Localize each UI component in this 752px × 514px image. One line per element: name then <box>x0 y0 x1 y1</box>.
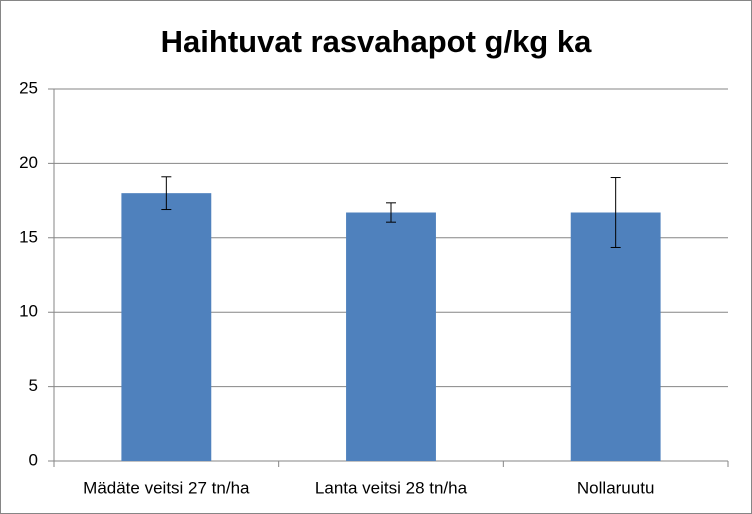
bar <box>121 193 212 461</box>
x-tick-label: Nollaruutu <box>577 478 655 497</box>
x-tick-label: Lanta veitsi 28 tn/ha <box>315 478 468 497</box>
chart-title: Haihtuvat rasvahapot g/kg ka <box>161 24 592 59</box>
error-bar <box>610 177 621 248</box>
error-bar <box>386 202 396 223</box>
error-bar <box>161 176 172 211</box>
y-tick-label: 10 <box>19 302 38 321</box>
bar <box>346 212 436 461</box>
bar <box>570 212 661 461</box>
y-tick-label: 0 <box>29 450 38 469</box>
x-tick-label: Mädäte veitsi 27 tn/ha <box>83 478 250 497</box>
y-tick-label: 20 <box>19 153 38 172</box>
y-tick-label: 5 <box>29 376 38 395</box>
y-tick-label: 15 <box>19 227 38 246</box>
y-tick-label: 25 <box>19 78 38 97</box>
